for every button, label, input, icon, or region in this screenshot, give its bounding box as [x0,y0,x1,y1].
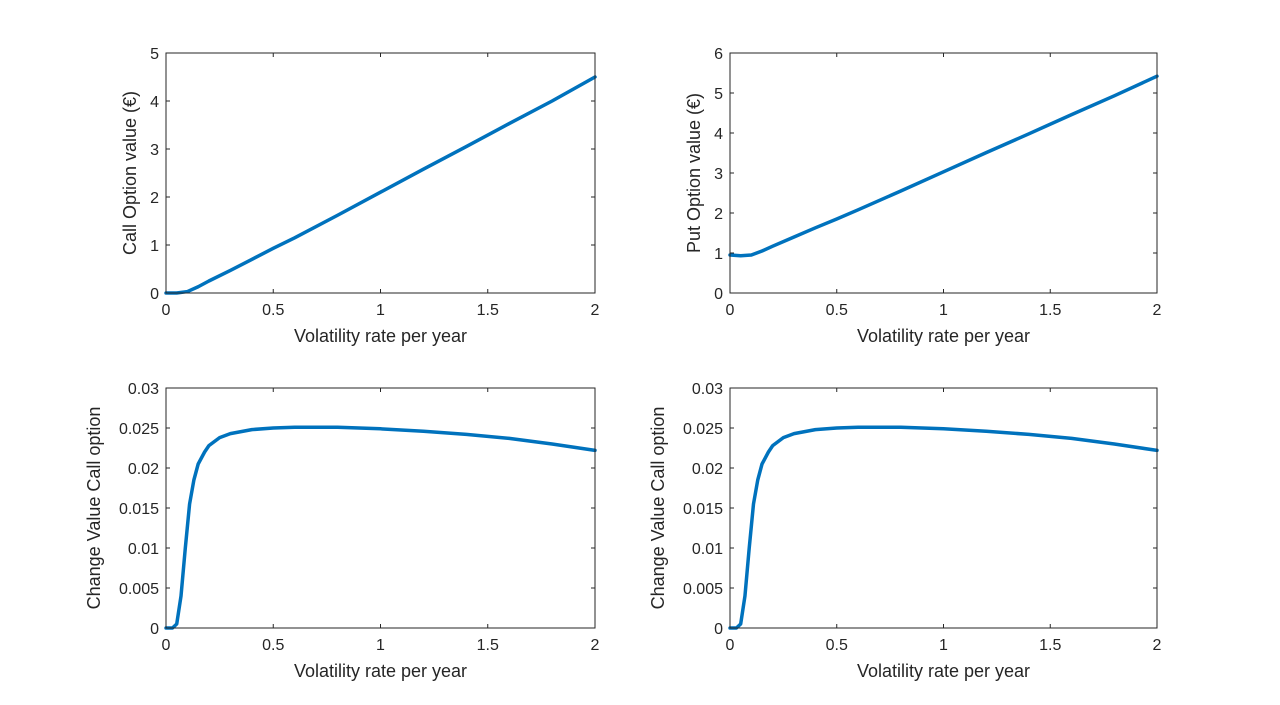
call-change-left-xtick-label-2: 1 [376,637,385,654]
call-change-right-xtick-label-0: 0 [726,637,735,654]
put-value-ytick-label-4: 4 [714,126,723,143]
call-change-right-ytick-label-5: 0.025 [683,421,723,438]
call-change-left-xtick-label-0: 0 [162,637,171,654]
call-value-y-axis-label: Call Option value (€) [120,91,140,255]
call-change-left-ytick-label-6: 0.03 [128,381,159,398]
put-value-xtick-label-1: 0.5 [826,302,848,319]
chart-call-value: 0 0.5 1 1.5 2 0 1 2 3 4 5 Volatility rate per year C… [120,46,600,346]
call-change-right-ytick-label-1: 0.005 [683,581,723,598]
call-change-right-x-axis-label: Volatility rate per year [857,661,1030,681]
put-value-ytick-label-0: 0 [714,286,723,303]
put-value-xtick-label-0: 0 [726,302,735,319]
call-change-left-y-axis-label: Change Value Call option [84,407,104,610]
put-value-xtick-label-2: 1 [939,302,948,319]
call-value-axes-box [165,52,596,294]
call-change-left-ytick-label-1: 0.005 [119,581,159,598]
call-value-xtick-label-0: 0 [162,302,171,319]
call-change-left-xtick-label-4: 2 [591,637,600,654]
call-value-xtick-label-1: 0.5 [262,302,284,319]
call-change-right-xtick-label-4: 2 [1153,637,1162,654]
call-value-ytick-label-1: 1 [150,238,159,255]
put-value-ytick-label-1: 1 [714,246,723,263]
call-change-right-axes-box [729,387,1158,629]
put-value-xtick-label-4: 2 [1153,302,1162,319]
call-change-right-y-axis-label: Change Value Call option [648,407,668,610]
call-change-right-xtick-label-2: 1 [939,637,948,654]
put-value-y-axis-label: Put Option value (€) [684,93,704,253]
call-value-ytick-label-0: 0 [150,286,159,303]
call-change-left-series-line-0 [164,425,597,630]
call-value-ytick-label-4: 4 [150,94,159,111]
call-change-left-ytick-label-4: 0.02 [128,461,159,478]
call-value-series-line-0 [164,75,597,295]
call-change-right-ytick-label-2: 0.01 [692,541,723,558]
call-change-left-ytick-label-0: 0 [150,621,159,638]
put-value-ytick-label-2: 2 [714,206,723,223]
put-value-ytick-label-6: 6 [714,46,723,63]
call-change-left-ytick-label-2: 0.01 [128,541,159,558]
chart-call-change-left: 0 0.5 1 1.5 2 0 0.005 0.01 0.015 0.02 0.025 0.03 Vol… [84,381,600,681]
call-value-x-axis-label: Volatility rate per year [294,326,467,346]
put-value-x-axis-label: Volatility rate per year [857,326,1030,346]
call-change-right-xtick-label-1: 0.5 [826,637,848,654]
put-value-series-line-0 [728,74,1159,258]
call-change-left-xtick-label-3: 1.5 [477,637,499,654]
call-value-xtick-label-4: 2 [591,302,600,319]
call-value-xtick-label-2: 1 [376,302,385,319]
call-change-right-series-line-0 [728,425,1159,630]
put-value-ytick-label-5: 5 [714,86,723,103]
chart-call-change-right: 0 0.5 1 1.5 2 0 0.005 0.01 0.015 0.02 0.025 0.03 Vol… [648,381,1162,681]
put-value-ytick-label-3: 3 [714,166,723,183]
call-change-left-ytick-label-5: 0.025 [119,421,159,438]
call-change-left-x-axis-label: Volatility rate per year [294,661,467,681]
call-change-left-xtick-label-1: 0.5 [262,637,284,654]
call-value-ytick-label-5: 5 [150,46,159,63]
call-change-right-ytick-label-0: 0 [714,621,723,638]
call-change-right-ytick-label-6: 0.03 [692,381,723,398]
call-change-right-ytick-label-4: 0.02 [692,461,723,478]
call-value-xtick-label-3: 1.5 [477,302,499,319]
call-change-right-ytick-label-3: 0.015 [683,501,723,518]
call-value-ytick-label-2: 2 [150,190,159,207]
call-change-right-xtick-label-3: 1.5 [1039,637,1061,654]
call-value-ytick-label-3: 3 [150,142,159,159]
call-change-left-axes-box [165,387,596,629]
chart-put-value: 0 0.5 1 1.5 2 0 1 2 3 4 5 6 Volatility rate per year… [684,46,1162,346]
put-value-xtick-label-3: 1.5 [1039,302,1061,319]
call-change-left-ytick-label-3: 0.015 [119,501,159,518]
